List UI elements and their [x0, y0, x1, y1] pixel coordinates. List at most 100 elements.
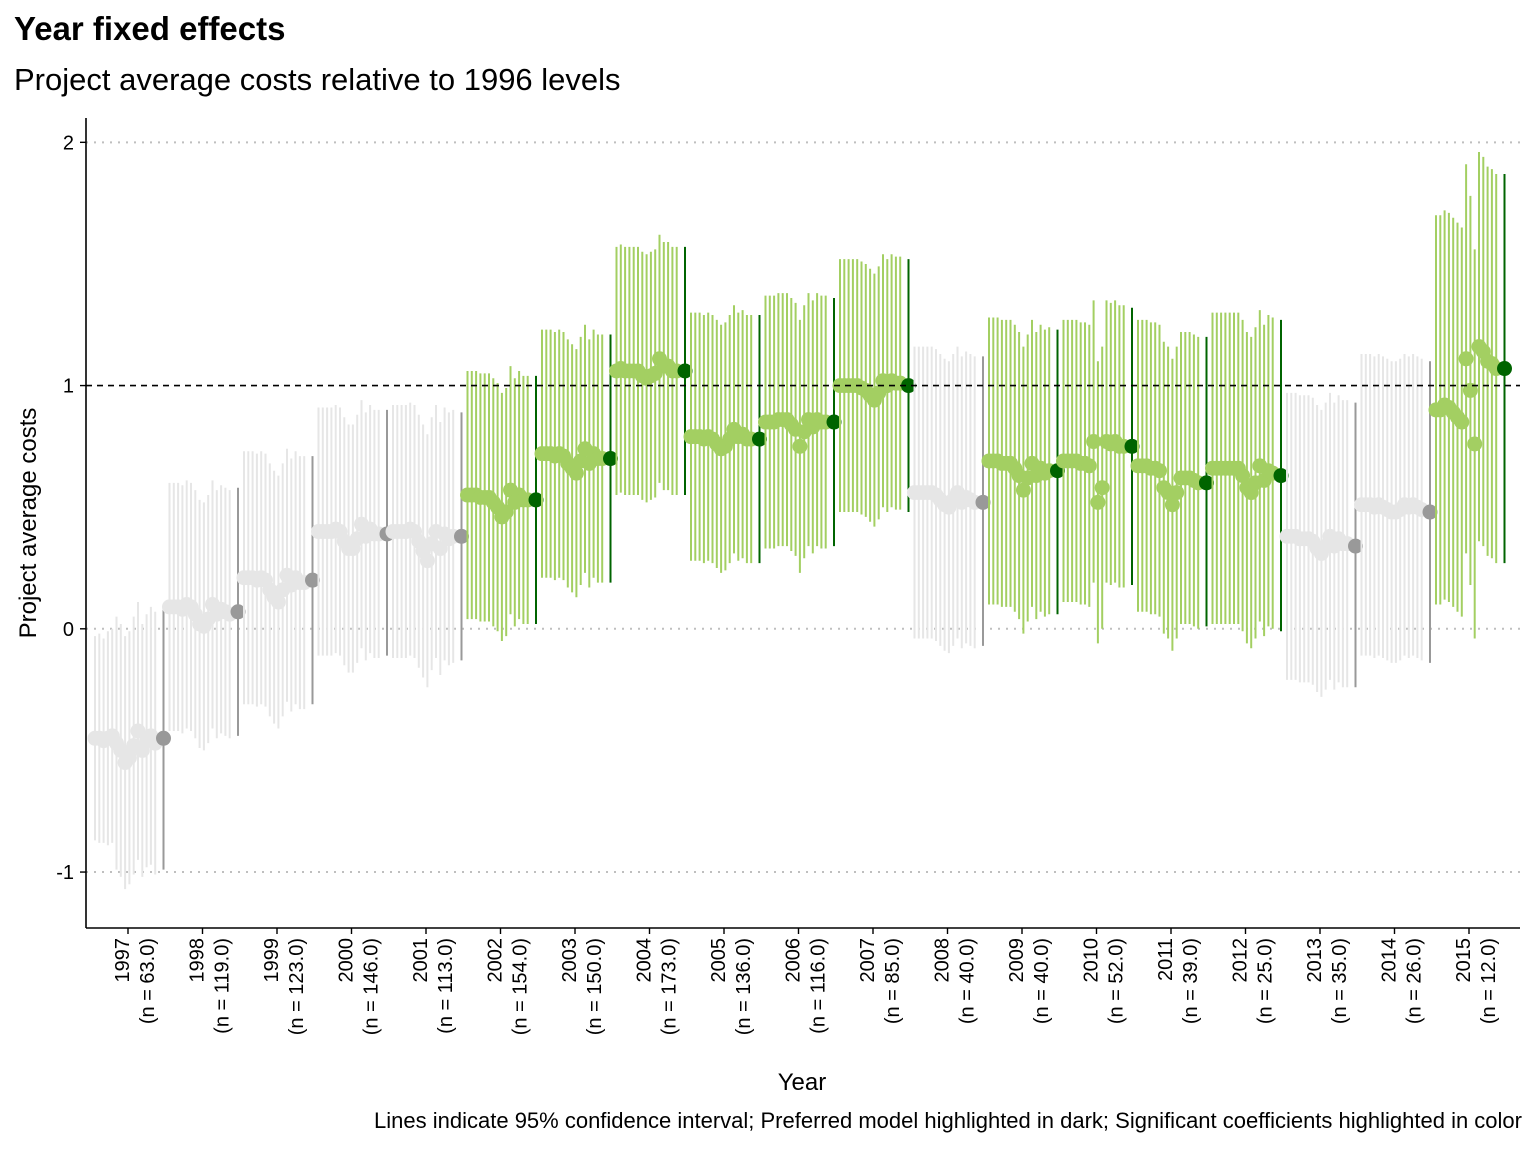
estimate-point-preferred: [975, 494, 991, 510]
x-tick-label-n: (n = 40.0): [1031, 938, 1053, 1024]
estimate-point: [1152, 463, 1167, 479]
chart-caption: Lines indicate 95% confidence interval; …: [374, 1108, 1522, 1133]
estimate-point: [1462, 382, 1478, 398]
estimate-point-preferred: [1273, 468, 1289, 484]
estimate-point-preferred: [752, 431, 767, 447]
estimate-point: [1015, 482, 1031, 498]
x-tick-label-n: (n = 146.0): [361, 938, 383, 1035]
estimate-point: [1467, 436, 1483, 452]
x-tick-label-n: (n = 35.0): [1329, 938, 1351, 1024]
estimate-point-preferred: [230, 604, 246, 620]
chart-subtitle: Project average costs relative to 1996 l…: [14, 62, 621, 97]
x-axis-title: Year: [778, 1069, 827, 1096]
estimate-point: [1164, 497, 1180, 513]
x-tick-label-n: (n = 63.0): [137, 938, 159, 1024]
estimate-point-preferred: [1199, 475, 1214, 491]
x-tick-label-n: (n = 26.0): [1404, 938, 1426, 1024]
estimate-point: [1458, 351, 1474, 367]
x-tick-label-year: 1998: [187, 938, 209, 983]
estimate-point-preferred: [156, 730, 171, 746]
x-tick-label-year: 2009: [1006, 938, 1028, 983]
year-group-2004: [609, 234, 693, 503]
chart-title: Year fixed effects: [14, 10, 286, 47]
estimate-point-preferred: [305, 572, 320, 588]
year-group-2008: [907, 346, 991, 654]
estimate-point-preferred: [1124, 438, 1140, 454]
x-tick-label-year: 2005: [708, 938, 730, 983]
year-group-1999: [236, 448, 320, 729]
estimate-point: [121, 750, 137, 766]
x-tick-label-year: 2012: [1230, 938, 1252, 983]
estimate-point: [498, 504, 514, 520]
estimate-point: [1090, 494, 1106, 510]
x-tick-label-year: 2011: [1155, 938, 1177, 981]
chart-marks: [87, 152, 1512, 890]
year-group-2009: [981, 317, 1065, 634]
estimate-point: [1454, 414, 1470, 430]
x-tick-label-year: 2003: [559, 938, 581, 983]
estimate-point-preferred: [1497, 361, 1512, 377]
x-tick-label-n: (n = 40.0): [957, 938, 979, 1024]
estimate-point: [1169, 485, 1185, 501]
x-tick-label-year: 1999: [261, 938, 283, 983]
year-group-2001: [385, 402, 469, 688]
year-group-2000: [311, 400, 395, 673]
estimate-point-preferred: [677, 363, 693, 379]
estimate-point: [130, 723, 146, 739]
estimate-point: [432, 541, 448, 557]
estimate-point-preferred: [528, 492, 544, 508]
year-group-2005: [683, 305, 767, 573]
x-tick-label-year: 2001: [410, 938, 432, 983]
year-group-2015: [1428, 152, 1512, 639]
estimate-point: [792, 438, 808, 454]
x-tick-label-n: (n = 12.0): [1478, 938, 1500, 1024]
x-tick-label-n: (n = 116.0): [808, 938, 830, 1034]
estimate-point: [1086, 434, 1102, 450]
estimate-point: [1094, 480, 1110, 496]
estimate-point-preferred: [454, 528, 469, 544]
estimate-point: [419, 553, 435, 569]
estimate-point: [270, 594, 286, 610]
x-tick-label-year: 2008: [932, 938, 954, 983]
year-group-2007: [832, 254, 916, 527]
y-tick-label: 1: [63, 376, 74, 398]
estimate-point-preferred: [603, 451, 618, 467]
estimate-point-preferred: [901, 378, 916, 394]
x-tick-label-n: (n = 119.0): [212, 938, 234, 1034]
estimate-point-preferred: [826, 414, 842, 430]
estimate-point: [568, 465, 584, 481]
x-tick-label-n: (n = 150.0): [584, 938, 606, 1035]
y-axis-title: Project average costs: [15, 408, 42, 639]
year-group-1998: [162, 480, 246, 751]
x-tick-label-n: (n = 136.0): [733, 938, 755, 1035]
x-tick-label-n: (n = 25.0): [1255, 938, 1277, 1024]
x-tick-label-year: 2010: [1081, 938, 1103, 983]
year-group-2014: [1354, 353, 1438, 663]
x-tick-label-n: (n = 173.0): [659, 938, 681, 1035]
estimate-point-preferred: [1422, 504, 1438, 520]
y-tick-label: -1: [56, 862, 74, 884]
estimate-point-preferred: [1348, 538, 1363, 554]
x-tick-label-n: (n = 52.0): [1106, 938, 1128, 1024]
year-group-2013: [1279, 392, 1363, 697]
y-tick-label: 2: [63, 132, 74, 154]
x-tick-label-year: 2006: [783, 938, 805, 983]
x-tick-label-year: 2004: [634, 938, 656, 983]
estimate-point: [1081, 458, 1097, 474]
x-tick-label-year: 2002: [485, 938, 507, 983]
x-tick-label-year: 2000: [336, 938, 358, 983]
year-group-2012: [1205, 310, 1289, 649]
x-tick-label-n: (n = 85.0): [882, 938, 904, 1024]
year-group-2011: [1130, 319, 1214, 651]
year-group-2010: [1056, 300, 1140, 644]
x-tick-label-n: (n = 39.0): [1180, 938, 1202, 1024]
year-group-1997: [87, 602, 171, 890]
y-tick-label: 0: [63, 619, 74, 641]
x-tick-label-n: (n = 113.0): [435, 938, 457, 1034]
x-tick-label-n: (n = 123.0): [286, 938, 308, 1035]
year-group-2002: [460, 366, 544, 641]
x-tick-label-year: 2015: [1453, 938, 1475, 983]
estimate-point: [1235, 468, 1251, 484]
